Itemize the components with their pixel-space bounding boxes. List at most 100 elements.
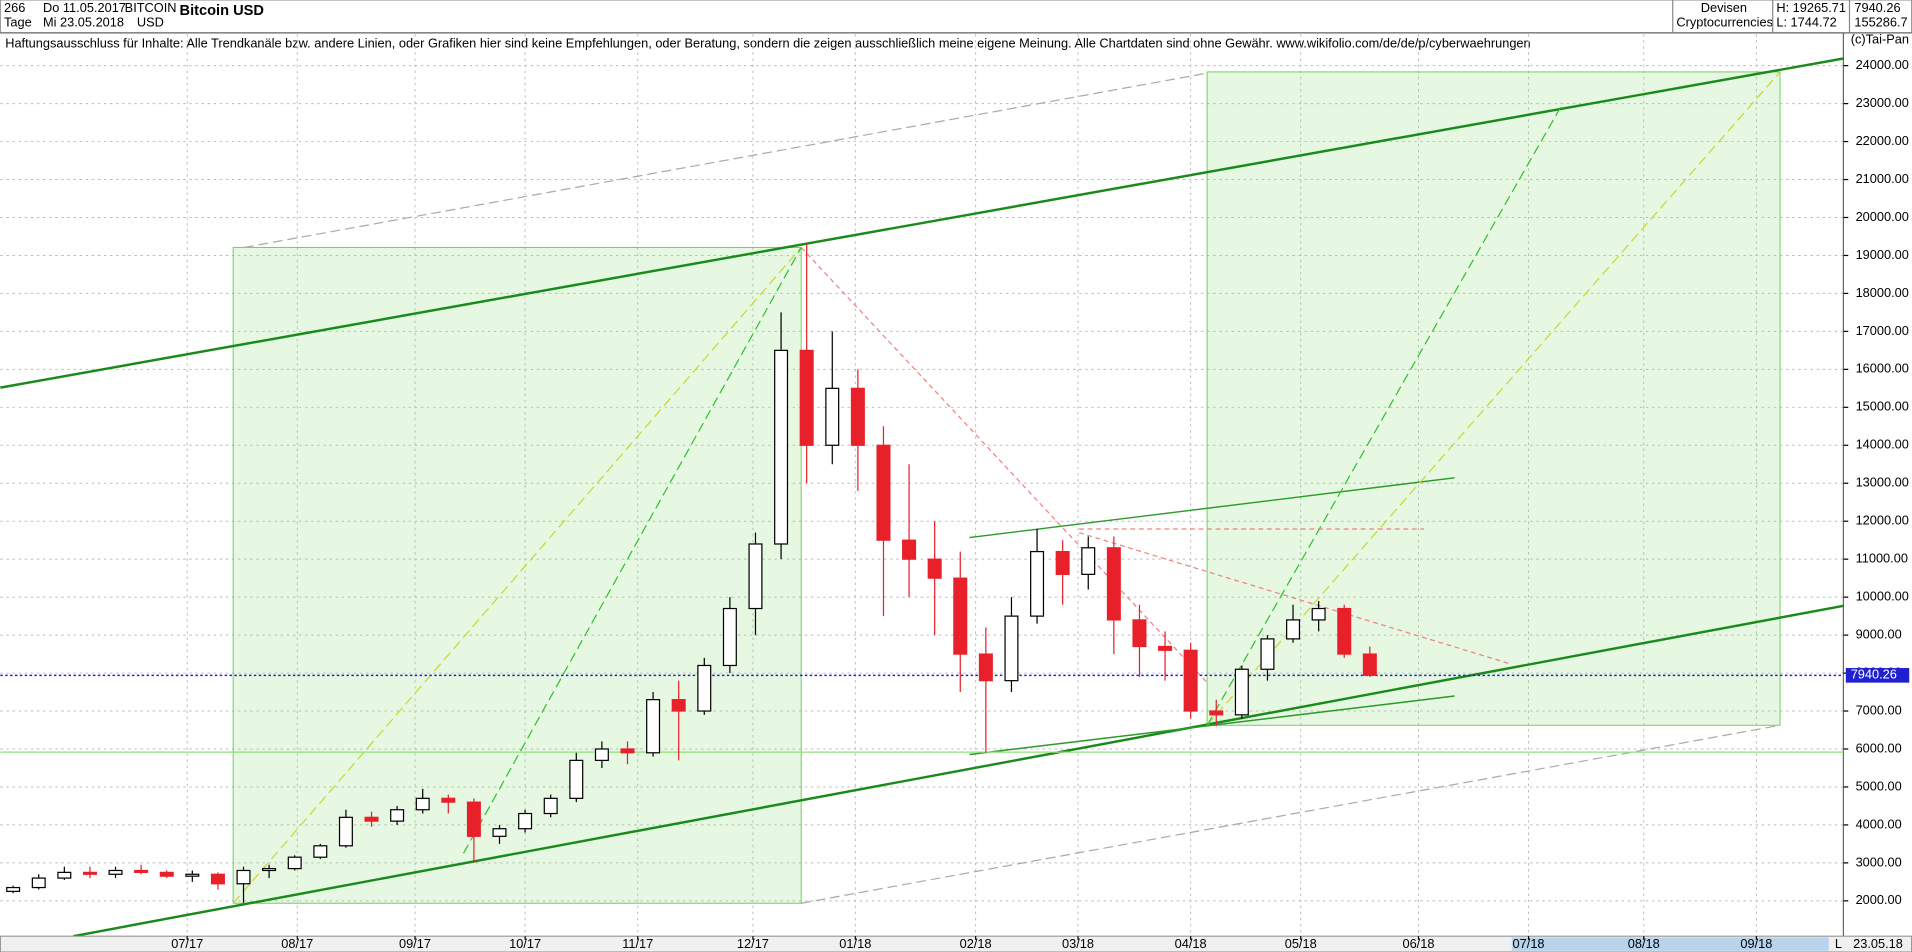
future-range[interactable] [1511, 937, 1829, 951]
count[interactable]: 266 [4, 0, 25, 15]
dash-green [463, 247, 802, 854]
disclaimer: Haftungsausschluss für Inhalte: Alle Tre… [5, 35, 1530, 50]
date-to: Mi 23.05.2018 [43, 15, 124, 30]
candle-body [31, 877, 46, 889]
candle-body [1234, 668, 1249, 716]
candle-body [620, 748, 635, 754]
candle-body [108, 869, 123, 875]
group: Cryptocurrencies [1676, 15, 1773, 30]
y-tick-label: 14000.00 [1856, 437, 1909, 452]
candle-body [1081, 547, 1096, 575]
candle-body [518, 812, 533, 830]
instrument-name: Bitcoin USD [180, 3, 264, 19]
dash-yellow [232, 247, 802, 904]
candle-body [210, 873, 225, 885]
candle-body [1286, 619, 1301, 640]
candle-body [850, 387, 865, 446]
candle-body [1004, 615, 1019, 682]
x-tick-label: 06/18 [1402, 936, 1434, 951]
y-tick-label: 4000.00 [1856, 816, 1902, 831]
y-tick-label: 18000.00 [1856, 285, 1909, 300]
y-tick-label: 7000.00 [1856, 702, 1902, 717]
currency: USD [137, 15, 164, 30]
market: Devisen [1701, 0, 1747, 15]
low: L: 1744.72 [1776, 15, 1836, 30]
y-tick-label: 6000.00 [1856, 740, 1902, 755]
candle-body [902, 539, 917, 560]
last-price-label: 7940.26 [1851, 667, 1897, 682]
candle-body [134, 869, 149, 873]
y-tick-label: 20000.00 [1856, 209, 1909, 224]
header-bar [0, 0, 1912, 34]
candle-body [748, 543, 763, 610]
y-tick-label: 3000.00 [1856, 854, 1902, 869]
grid-layer [0, 34, 1844, 937]
x-tick-label: 10/17 [509, 936, 541, 951]
marks [0, 244, 1844, 903]
last-price-box [1845, 668, 1910, 683]
candle-body [390, 809, 405, 822]
candle-body [1158, 645, 1173, 651]
dash-grey [801, 724, 1781, 904]
y-tick-label: 13000.00 [1856, 475, 1909, 490]
candle-body [57, 871, 72, 879]
dash-green [1206, 106, 1562, 726]
candle-body [1106, 547, 1121, 621]
candle-body [594, 748, 609, 761]
candle-body [978, 653, 993, 682]
y-tick-label: 9000.00 [1856, 626, 1902, 641]
y-tick-label: 16000.00 [1856, 361, 1909, 376]
x-tick-label: 12/17 [737, 936, 769, 951]
x-tick-label: 09/17 [399, 936, 431, 951]
candle-body [441, 797, 456, 803]
candle-body [1030, 550, 1045, 617]
candle-body [1362, 653, 1377, 676]
y-tick-label: 22000.00 [1856, 133, 1909, 148]
dash-red [1078, 532, 1513, 665]
candle-body [185, 873, 200, 877]
y-tick-label: 17000.00 [1856, 323, 1909, 338]
candle-body [799, 349, 814, 446]
y-tick-label: 23000.00 [1856, 95, 1909, 110]
candle-body [159, 871, 174, 877]
candle-body [1260, 638, 1275, 670]
x-tick-label: 07/17 [171, 936, 203, 951]
dash-red [800, 247, 1208, 684]
candle-body [313, 845, 328, 858]
channel-bottom [969, 695, 1455, 756]
y-tick-label: 2000.00 [1856, 892, 1902, 907]
candle-body [262, 867, 277, 872]
candle-body [1209, 710, 1224, 716]
candle-body [543, 797, 558, 815]
period[interactable]: Tage [4, 15, 32, 30]
volume: 155286.7 [1854, 15, 1907, 30]
candle-body [338, 816, 353, 847]
candle-body [1132, 619, 1147, 648]
y-tick-label: 19000.00 [1856, 247, 1909, 262]
y-tick-label: 21000.00 [1856, 171, 1909, 186]
x-tick-label: 11/17 [622, 936, 653, 951]
x-tick-label: 05/18 [1285, 936, 1317, 951]
candle-body [236, 869, 251, 885]
candle-body [569, 759, 584, 799]
candle-body [927, 558, 942, 579]
y-tick-label: 11000.00 [1856, 551, 1908, 566]
symbol: BITCOIN [125, 0, 177, 15]
trend-upper [0, 57, 1844, 389]
high: H: 19265.71 [1776, 0, 1846, 15]
candle-body [415, 797, 430, 811]
copyright: (c)Tai-Pan [1851, 32, 1909, 47]
footer-scale[interactable]: L [1835, 936, 1842, 951]
y-tick-label: 10000.00 [1856, 589, 1909, 604]
footer-date: 23.05.18 [1853, 936, 1903, 951]
candle-body [1311, 607, 1326, 621]
x-tick-label: 01/18 [839, 936, 871, 951]
channel-top [969, 477, 1455, 539]
candle-body [825, 387, 840, 446]
x-tick-label: 08/18 [1628, 936, 1660, 951]
last: 7940.26 [1854, 0, 1900, 15]
candle-body [1055, 550, 1070, 575]
x-tick-label: 08/17 [281, 936, 313, 951]
